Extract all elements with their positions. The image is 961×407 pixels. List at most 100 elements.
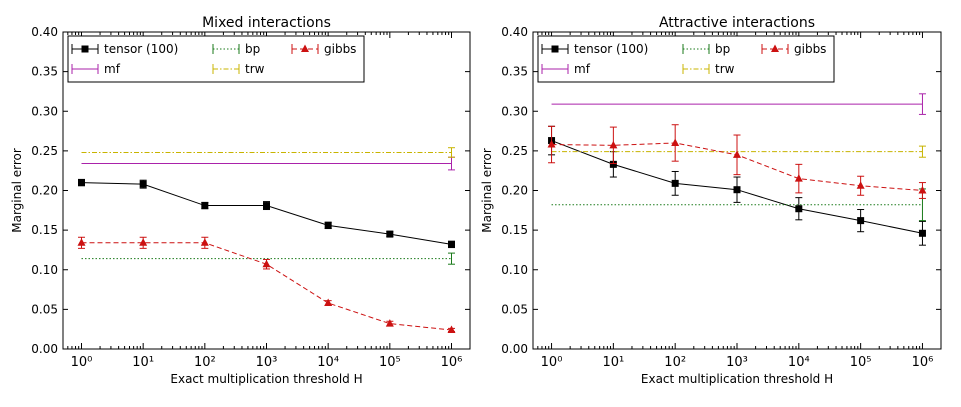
data-point (671, 179, 679, 187)
series-gibbs (547, 124, 927, 199)
series-mf (81, 156, 455, 171)
y-tick-label: 0.15 (31, 223, 58, 237)
x-tick-label: 10¹ (132, 355, 154, 370)
x-tick-label: 10² (194, 355, 216, 370)
legend-label: tensor (100) (104, 42, 178, 56)
x-tick-label: 10⁰ (71, 355, 93, 370)
data-point (733, 150, 741, 158)
data-point (78, 179, 85, 187)
y-tick-label: 0.10 (31, 263, 58, 277)
series-bp (81, 252, 455, 265)
y-tick-label: 0.10 (501, 263, 528, 277)
legend-label: bp (245, 42, 260, 56)
legend-label: mf (104, 62, 121, 76)
y-tick-label: 0.25 (501, 144, 528, 158)
legend-item: trw (212, 62, 265, 76)
y-tick-label: 0.00 (31, 342, 58, 356)
y-tick-label: 0.35 (501, 65, 528, 79)
x-tick-label: 10⁴ (317, 355, 339, 370)
data-point (324, 298, 333, 307)
x-tick-label: 10⁴ (788, 355, 810, 370)
data-point (324, 221, 332, 229)
data-point (795, 205, 803, 213)
data-point (77, 238, 86, 246)
data-point (262, 259, 271, 268)
y-tick-label: 0.40 (501, 25, 528, 39)
y-axis-label: Marginal error (10, 148, 24, 233)
series-tensor-100- (548, 125, 926, 246)
legend-label: trw (715, 62, 735, 76)
x-tick-label: 10³ (256, 355, 278, 370)
x-axis-label: Exact multiplication threshold H (641, 372, 833, 386)
series-gibbs (77, 236, 456, 333)
y-tick-label: 0.15 (501, 223, 528, 237)
legend-item: bp (212, 42, 260, 56)
y-tick-label: 0.30 (31, 104, 58, 118)
data-point (447, 325, 456, 333)
data-point (201, 202, 209, 210)
x-tick-label: 10² (664, 355, 686, 370)
legend-box (537, 35, 835, 83)
legend-item: tensor (100) (71, 42, 178, 56)
series-tensor-100- (78, 178, 455, 249)
legend-marker (301, 44, 309, 52)
y-tick-label: 0.40 (31, 25, 58, 39)
legend-marker (771, 44, 779, 52)
legend-item: gibbs (761, 42, 826, 56)
data-point (609, 140, 618, 149)
legend-item: mf (71, 62, 121, 76)
data-point (856, 181, 865, 189)
x-tick-label: 10⁵ (850, 355, 872, 370)
y-tick-label: 0.30 (501, 104, 528, 118)
series-trw (551, 145, 926, 158)
x-axis-label: Exact multiplication threshold H (170, 372, 362, 386)
legend-label: mf (574, 62, 591, 76)
series-bp (551, 188, 926, 222)
y-tick-label: 0.25 (31, 144, 58, 158)
legend: tensor (100) mf bp trw gibbs (537, 35, 835, 83)
y-tick-label: 0.20 (31, 184, 58, 198)
legend-label: gibbs (794, 42, 826, 56)
series-line (81, 182, 452, 245)
y-tick-label: 0.05 (501, 302, 528, 316)
series-trw (81, 147, 455, 158)
data-point (386, 230, 394, 238)
x-tick-label: 10⁶ (441, 355, 463, 370)
legend-item: tensor (100) (541, 42, 648, 56)
legend-item: bp (682, 42, 730, 56)
chart-panel-1: Mixed interactions 0.00 0.05 0.10 0.15 0.20 0.… (10, 15, 471, 386)
data-point (857, 217, 865, 225)
data-point (200, 238, 209, 246)
y-tick-label: 0.05 (31, 302, 58, 316)
chart-title: Mixed interactions (202, 15, 331, 31)
x-tick-label: 10³ (726, 355, 748, 370)
data-point (448, 240, 455, 248)
data-point (263, 202, 270, 210)
legend-label: trw (245, 62, 265, 76)
data-point (139, 238, 148, 246)
y-tick-label: 0.00 (501, 342, 528, 356)
legend-label: bp (715, 42, 730, 56)
data-point (918, 229, 926, 237)
chart-title: Attractive interactions (659, 15, 815, 31)
data-point (385, 319, 394, 327)
x-tick-label: 10¹ (602, 355, 624, 370)
data-point (671, 138, 680, 146)
legend-marker (551, 45, 559, 53)
legend-item: trw (682, 62, 735, 76)
legend-label: gibbs (324, 42, 356, 56)
chart-panel-2: Attractive interactions 0.00 0.05 0.10 0.15 0… (480, 15, 942, 386)
data-point (918, 186, 927, 194)
data-point (547, 140, 556, 148)
y-tick-label: 0.20 (501, 184, 528, 198)
x-tick-label: 10⁰ (541, 355, 563, 370)
data-point (794, 174, 803, 182)
legend-label: tensor (100) (574, 42, 648, 56)
series-line (81, 242, 452, 331)
x-tick-label: 10⁶ (912, 355, 934, 370)
legend-item: gibbs (291, 42, 356, 56)
y-tick-label: 0.35 (31, 65, 58, 79)
legend-item: mf (541, 62, 591, 76)
